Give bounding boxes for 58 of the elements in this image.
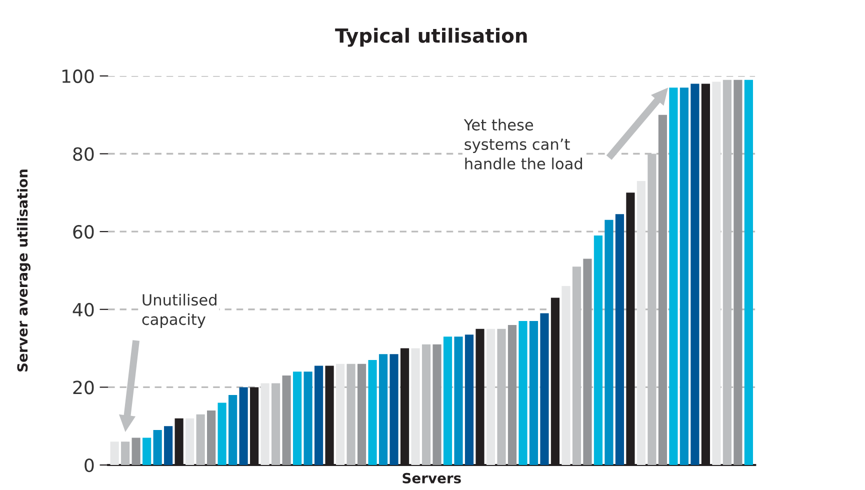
bar bbox=[207, 410, 216, 466]
annotation: Yet these systems can’t handle the load bbox=[464, 118, 582, 170]
bar bbox=[304, 372, 312, 466]
bar bbox=[636, 180, 646, 466]
bar bbox=[411, 348, 420, 466]
annotation: Unutilised capacity bbox=[142, 294, 216, 328]
bar bbox=[292, 372, 302, 466]
bar bbox=[594, 235, 603, 466]
bar bbox=[271, 383, 280, 466]
chart-title: Typical utilisation bbox=[335, 28, 527, 47]
bar bbox=[540, 313, 549, 466]
bar bbox=[443, 336, 452, 466]
bar bbox=[132, 438, 140, 466]
bar bbox=[142, 438, 152, 466]
bar bbox=[314, 366, 324, 466]
bar bbox=[658, 114, 668, 466]
bar bbox=[734, 80, 742, 466]
y-tick-label: 100 bbox=[62, 69, 94, 84]
bar bbox=[583, 258, 592, 466]
bar bbox=[454, 336, 463, 466]
bar bbox=[712, 82, 721, 466]
y-tick-label: 60 bbox=[73, 225, 94, 239]
bar bbox=[529, 321, 538, 466]
bar bbox=[464, 334, 474, 466]
bar bbox=[153, 430, 162, 466]
bar bbox=[518, 321, 528, 466]
bar bbox=[336, 364, 345, 466]
bar bbox=[164, 426, 173, 466]
bar bbox=[239, 387, 248, 466]
bar bbox=[604, 220, 614, 466]
bar bbox=[508, 324, 517, 466]
bar bbox=[615, 214, 624, 466]
bar bbox=[186, 418, 194, 466]
bar bbox=[669, 88, 678, 466]
bar bbox=[218, 402, 226, 466]
bar bbox=[196, 414, 205, 466]
bar bbox=[432, 344, 442, 466]
bar bbox=[390, 354, 398, 466]
bar bbox=[680, 88, 689, 466]
bar bbox=[422, 344, 431, 466]
bar bbox=[260, 383, 270, 466]
bar bbox=[357, 364, 366, 466]
bar bbox=[282, 376, 291, 466]
y-tick-label: 40 bbox=[72, 302, 94, 316]
bar bbox=[228, 394, 238, 466]
bar bbox=[378, 354, 388, 466]
bar bbox=[744, 80, 753, 466]
bar bbox=[110, 442, 119, 466]
y-tick-label: 0 bbox=[84, 458, 94, 472]
y-tick-label: 20 bbox=[73, 380, 94, 394]
bar bbox=[690, 84, 700, 466]
y-axis-title: Server average utilisation bbox=[16, 170, 30, 372]
bar bbox=[121, 442, 130, 466]
bar bbox=[368, 360, 377, 466]
bar bbox=[486, 328, 496, 466]
y-tick-label: 80 bbox=[73, 147, 94, 161]
bar bbox=[562, 286, 570, 466]
x-axis-title: Servers bbox=[402, 472, 461, 484]
